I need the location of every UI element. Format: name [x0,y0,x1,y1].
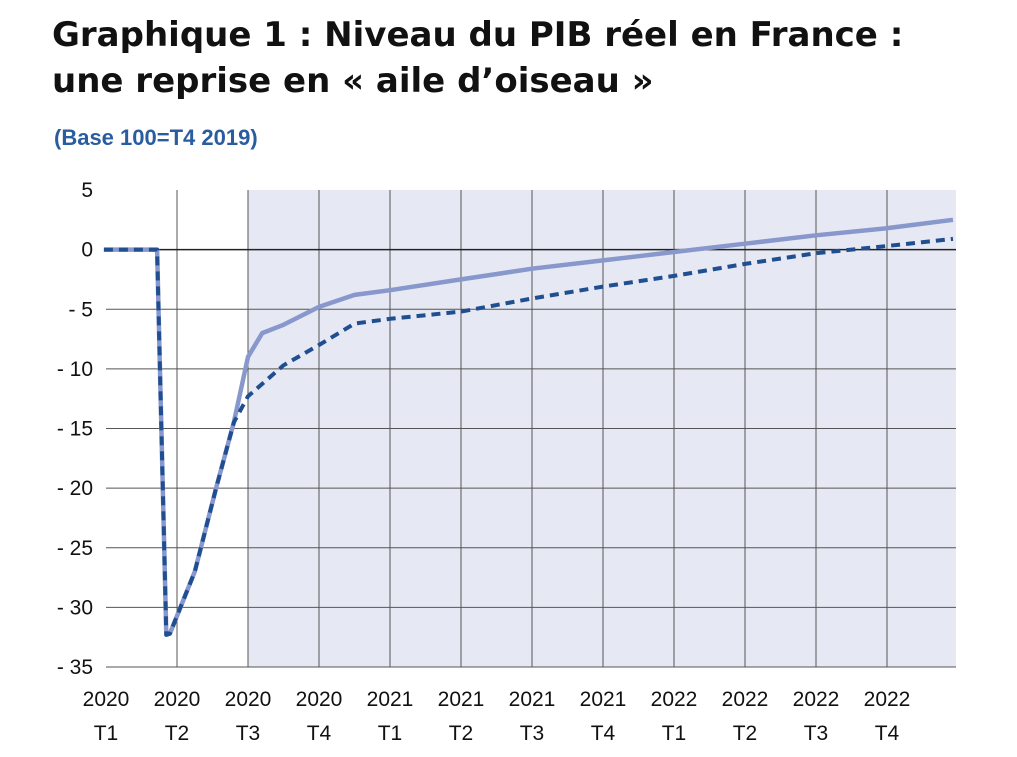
x-tick-year-label: 2022 [864,688,911,711]
x-tick-year-label: 2020 [225,688,272,711]
y-tick-label: - 30 [57,596,93,619]
grid-layer [106,190,956,668]
x-tick-quarter-label: T1 [378,722,403,745]
x-tick-quarter-label: T3 [520,722,545,745]
x-tick-quarter-label: T1 [94,722,119,745]
x-tick-quarter-label: T4 [307,722,332,745]
x-tick-quarter-label: T4 [875,722,900,745]
y-tick-label: - 35 [57,656,93,679]
x-tick-quarter-label: T3 [804,722,829,745]
y-tick-label: - 25 [57,537,93,560]
y-tick-label: 5 [81,179,93,202]
chart-title: Graphique 1 : Niveau du PIB réel en Fran… [52,12,1012,104]
x-tick-year-label: 2020 [296,688,343,711]
x-tick-quarter-label: T2 [733,722,758,745]
x-tick-quarter-label: T3 [236,722,261,745]
x-tick-year-label: 2021 [509,688,556,711]
x-tick-quarter-label: T1 [662,722,687,745]
x-axis-ticks: 2020 T1 2020 T2 2020 T3 2020 T4 2021 T1 2021 T2 2021… [83,688,911,745]
x-tick-year-label: 2021 [367,688,414,711]
chart-subtitle: (Base 100=T4 2019) [54,125,258,150]
x-tick-year-label: 2022 [651,688,698,711]
y-tick-label: - 15 [57,418,93,441]
x-tick-year-label: 2020 [154,688,201,711]
x-tick-year-label: 2021 [580,688,627,711]
chart-title-line-1: Graphique 1 : Niveau du PIB réel en Fran… [52,15,904,55]
x-tick-year-label: 2020 [83,688,130,711]
x-tick-year-label: 2022 [722,688,769,711]
solid-series-line [103,217,954,638]
y-tick-label: - 20 [57,477,93,500]
x-tick-quarter-label: T4 [591,722,616,745]
x-tick-year-label: 2021 [438,688,485,711]
y-tick-label: - 10 [57,358,93,381]
y-axis-ticks: 5 0 - 5 - 10 - 15 - 20 - 25 - 30 - 35 [57,179,93,679]
series-layer [103,217,954,638]
chart-title-line-2: une reprise en « aile d’oiseau » [52,61,654,101]
x-tick-quarter-label: T2 [449,722,474,745]
x-tick-year-label: 2022 [793,688,840,711]
y-tick-label: 0 [81,239,93,262]
dashed-series-line [103,236,954,637]
y-tick-label: - 5 [68,298,93,321]
x-tick-quarter-label: T2 [165,722,190,745]
